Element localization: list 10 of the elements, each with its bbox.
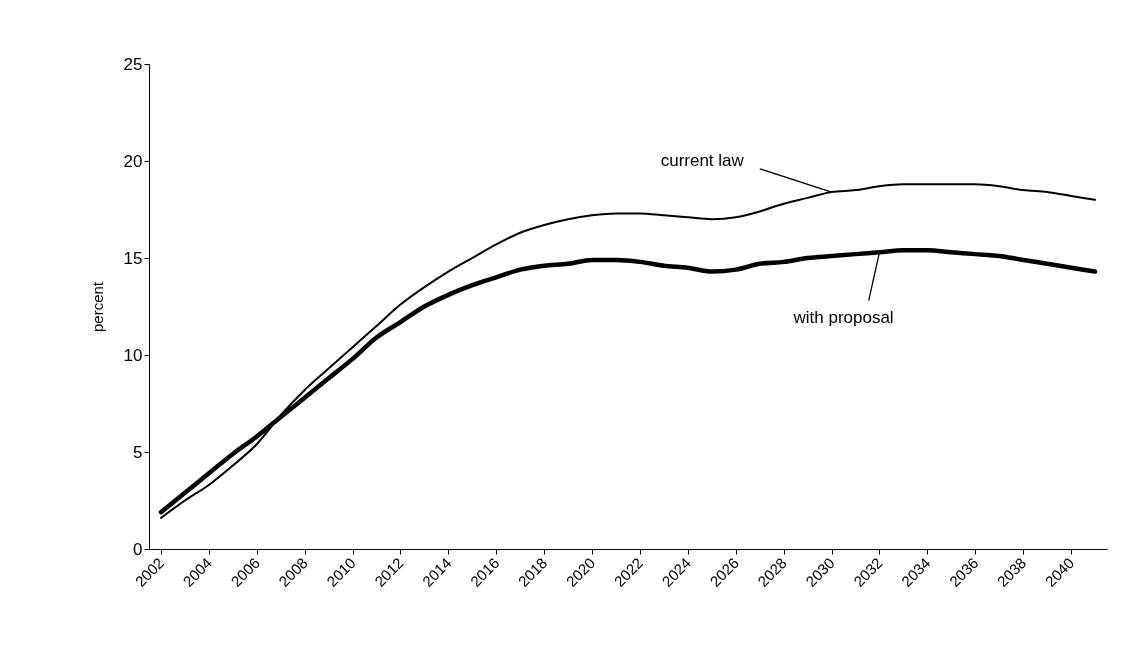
y-tick-label: 15	[123, 248, 143, 268]
annotation: with proposal	[792, 308, 894, 328]
annotation: current law	[660, 151, 745, 170]
line-series	[159, 183, 1097, 519]
y-tick-label: 0	[133, 539, 143, 559]
y-tick-label: 25	[123, 54, 143, 74]
y-tick-label: 10	[123, 345, 143, 365]
y-tick-label: 5	[133, 442, 143, 462]
y-axis-title: percent	[88, 281, 106, 333]
y-tick-label: 20	[123, 151, 143, 171]
